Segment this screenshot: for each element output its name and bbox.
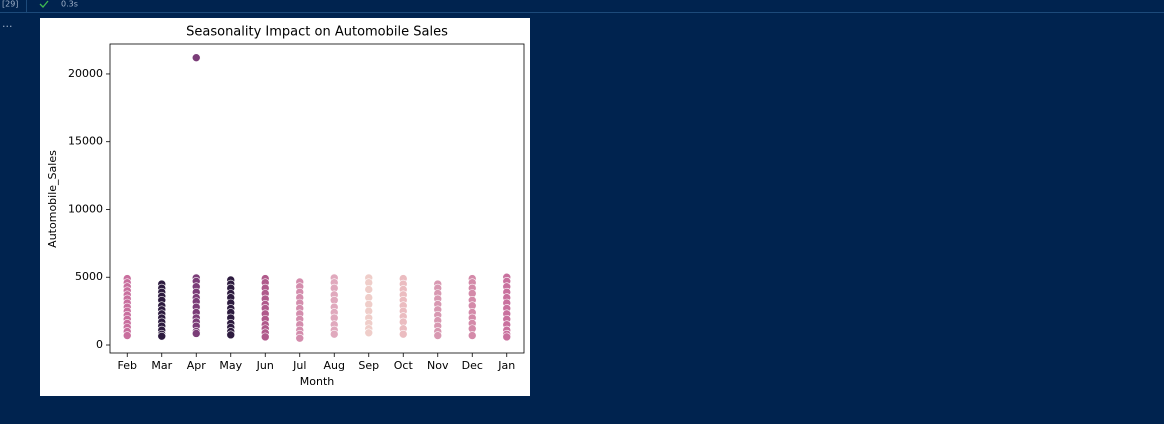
execution-count: [29] — [2, 0, 18, 9]
y-tick-label: 0 — [96, 338, 103, 351]
point — [433, 331, 443, 340]
y-tick-label: 20000 — [68, 67, 103, 80]
x-tick-label: Dec — [462, 359, 483, 372]
x-tick-label: Jan — [497, 359, 515, 372]
x-tick-label: Jun — [256, 359, 274, 372]
success-icon — [39, 0, 49, 8]
point — [260, 332, 270, 342]
chart-title: Seasonality Impact on Automobile Sales — [186, 25, 448, 40]
point — [398, 329, 408, 339]
point — [122, 331, 132, 340]
y-tick-label: 10000 — [68, 202, 103, 215]
y-tick-label: 15000 — [68, 135, 103, 148]
x-tick-label: Feb — [118, 359, 137, 372]
point — [226, 330, 236, 340]
y-axis-label: Automobile_Sales — [46, 150, 59, 248]
output-marker[interactable]: ... — [2, 17, 13, 30]
y-tick-label: 5000 — [75, 270, 103, 283]
point — [467, 331, 477, 340]
axes-frame — [109, 43, 525, 354]
x-tick-label: Jul — [292, 359, 306, 372]
x-axis-label: Month — [300, 375, 335, 388]
figure — [40, 18, 530, 396]
point — [191, 53, 201, 62]
point — [502, 332, 512, 342]
x-tick-label: May — [219, 359, 242, 372]
point — [191, 329, 201, 338]
x-tick-label: Mar — [151, 359, 172, 372]
x-tick-label: Nov — [427, 359, 449, 372]
x-tick-label: Oct — [394, 359, 414, 372]
point — [157, 331, 167, 341]
x-tick-label: Sep — [358, 359, 379, 372]
point — [295, 333, 305, 343]
x-tick-label: Apr — [187, 359, 207, 372]
point — [364, 328, 374, 338]
x-tick-label: Aug — [324, 359, 345, 372]
point — [329, 329, 339, 339]
point — [364, 285, 374, 294]
duration: 0.3s — [61, 0, 78, 9]
